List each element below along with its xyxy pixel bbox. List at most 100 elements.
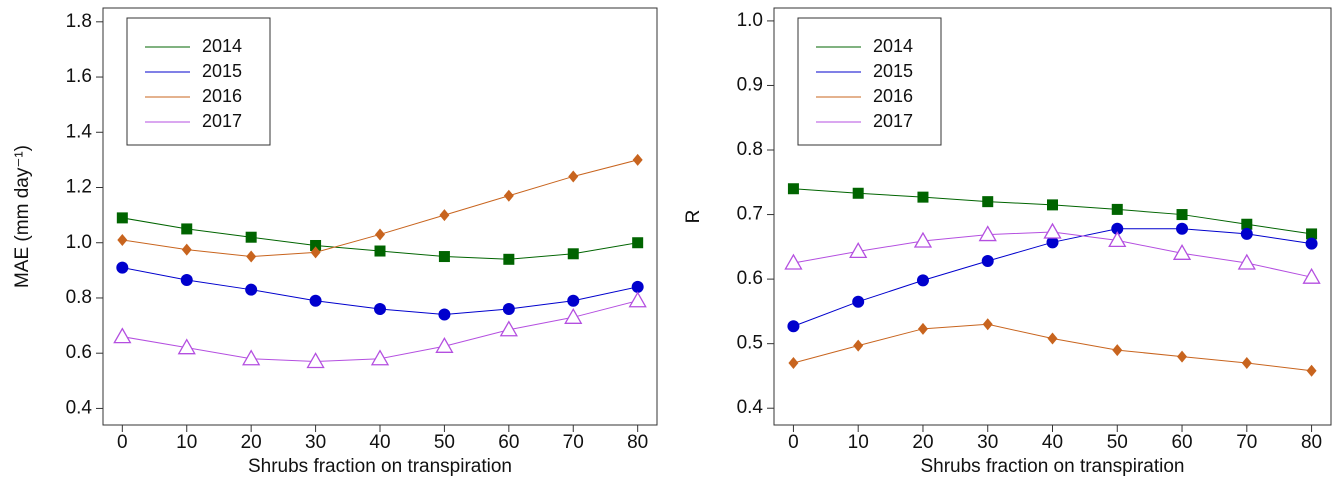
marker: [309, 294, 322, 307]
marker: [787, 183, 799, 195]
y-tick-label: 0.4: [737, 397, 764, 418]
marker: [439, 209, 450, 222]
marker: [242, 349, 261, 366]
legend: 2014 2015 2016 2017: [797, 17, 942, 146]
x-tick-label: 70: [1236, 432, 1257, 453]
marker: [310, 239, 322, 251]
marker: [181, 223, 193, 235]
marker: [1240, 227, 1253, 240]
marker: [916, 274, 929, 287]
marker: [246, 250, 257, 263]
y-tick-label: 0.8: [737, 139, 763, 160]
marker: [1172, 243, 1192, 260]
x-tick-label: 30: [305, 432, 326, 453]
marker: [1305, 237, 1318, 250]
marker: [564, 307, 583, 324]
x-tick-label: 0: [788, 432, 799, 453]
x-tick-label: 40: [1042, 432, 1063, 453]
y-axis-label: MAE (mm day⁻¹): [12, 145, 33, 288]
marker: [1047, 199, 1058, 211]
y-tick-label: 0.5: [737, 333, 763, 354]
marker: [567, 248, 579, 260]
marker: [628, 291, 647, 308]
legend-label: 2017: [202, 111, 242, 131]
marker: [917, 322, 928, 335]
marker: [1111, 222, 1124, 235]
y-tick-label: 0.6: [66, 342, 92, 363]
legend-label: 2015: [202, 61, 242, 81]
y-tick-label: 0.9: [737, 74, 763, 95]
x-tick-label: 0: [117, 432, 128, 453]
marker: [180, 274, 193, 287]
marker: [853, 339, 864, 352]
y-tick-label: 0.7: [737, 204, 763, 225]
legend-label: 2015: [873, 61, 913, 81]
marker: [1112, 344, 1123, 357]
marker: [852, 187, 864, 199]
marker: [310, 246, 321, 259]
marker: [374, 245, 386, 257]
marker: [632, 237, 644, 249]
marker: [568, 170, 579, 183]
marker: [116, 212, 128, 224]
marker: [306, 352, 325, 369]
legend-label: 2014: [202, 36, 242, 56]
x-tick-label: 80: [1301, 432, 1322, 453]
marker: [438, 308, 451, 321]
x-tick-label: 30: [977, 432, 998, 453]
marker: [1047, 332, 1058, 345]
marker: [1241, 357, 1252, 370]
marker: [503, 253, 515, 265]
marker: [502, 303, 515, 316]
marker: [116, 261, 129, 274]
x-tick-label: 70: [563, 432, 584, 453]
x-tick-label: 50: [434, 432, 455, 453]
marker: [1108, 231, 1127, 248]
marker: [631, 280, 644, 293]
marker: [374, 303, 386, 316]
y-tick-label: 1.6: [66, 66, 92, 87]
chart: 0.4 0.6 0.8 1.0 1.2 1.4 1.6 1.8 0 10 20 30 40 50 60 70 8…: [12, 7, 658, 477]
x-tick-label: 20: [912, 432, 933, 453]
marker: [370, 349, 390, 366]
marker: [1237, 253, 1256, 270]
legend-label: 2017: [873, 111, 913, 131]
x-tick-label: 10: [848, 432, 869, 453]
marker: [1111, 203, 1123, 215]
marker: [245, 283, 258, 296]
series-line: [122, 159, 638, 258]
x-axis-label: Shrubs fraction on transpiration: [920, 456, 1184, 477]
marker: [1302, 267, 1321, 284]
x-tick-label: 10: [176, 432, 197, 453]
y-tick-label: 1.4: [66, 121, 93, 142]
y-tick-label: 0.6: [737, 268, 763, 289]
marker: [982, 196, 994, 208]
marker: [849, 242, 868, 259]
x-tick-label: 60: [498, 432, 519, 453]
legend-label: 2014: [873, 36, 913, 56]
y-axis-label: R: [683, 210, 704, 224]
series-line: [793, 323, 1312, 372]
marker: [1176, 222, 1189, 235]
marker: [117, 233, 128, 246]
marker: [1043, 222, 1062, 239]
x-axis-label: Shrubs fraction on transpiration: [248, 456, 512, 477]
marker: [567, 294, 580, 307]
marker: [1241, 218, 1253, 230]
marker: [499, 320, 518, 337]
marker: [375, 228, 385, 241]
legend: 2014 2015 2016 2017: [126, 17, 271, 146]
marker: [503, 189, 514, 202]
y-tick-label: 1.0: [737, 10, 763, 31]
x-tick-label: 60: [1171, 432, 1192, 453]
marker: [435, 336, 454, 353]
marker: [1306, 364, 1317, 377]
chart: 0.4 0.5 0.6 0.7 0.8 0.9 1.0 0 10 20 30 40 50 60 70 80 Sh…: [683, 7, 1332, 477]
marker: [181, 243, 192, 256]
marker: [1046, 236, 1059, 249]
legend-frame: [797, 17, 942, 146]
marker: [784, 253, 803, 270]
marker: [113, 327, 132, 344]
marker: [913, 231, 933, 248]
